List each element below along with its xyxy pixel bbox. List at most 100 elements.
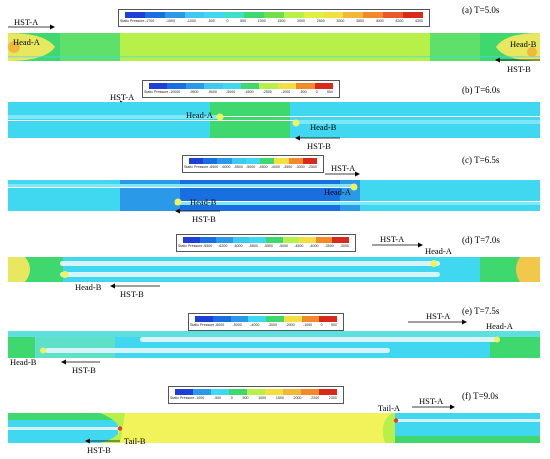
legend-tick-label: 1500 xyxy=(275,396,284,400)
legend-ticks: -6500 -6200 -6000 -5800 -5500 -5000 -4500 -4000… xyxy=(203,244,349,248)
label-head-a: Head-A xyxy=(324,187,351,197)
legend-tick-label: -1000 xyxy=(281,90,291,94)
label-hst-b: HST-B xyxy=(87,445,111,455)
legend-tick-label: 1500 xyxy=(277,19,286,23)
label-hst-a: HST-A xyxy=(110,92,135,102)
legend-tick-label: -1500 xyxy=(165,19,176,23)
domain-b xyxy=(8,100,546,138)
legend-d: Static Pressure -6500 -6200 -6000 -5800 -550… xyxy=(176,234,356,252)
panel-tag: (f) T=9.0s xyxy=(462,391,499,401)
legend-tick-label: -4000 xyxy=(250,323,260,327)
legend-c: Static Pressure -6500 -6000 -5500 -5000 -450… xyxy=(182,155,324,173)
label-hst-a: HST-A xyxy=(426,311,451,321)
legend-a: Static Pressure -1700 -1500 -1000 -500 0 500 1… xyxy=(118,9,430,27)
legend-title: Static Pressure xyxy=(178,244,203,248)
legend-title: Static Pressure xyxy=(190,323,215,327)
panel-tag: (d) T=7.0s xyxy=(462,235,500,245)
legend-tick-label: -1000 xyxy=(195,396,205,400)
legend-tick-label: -3000 xyxy=(267,323,277,327)
legend-tick-label: 500 xyxy=(330,323,337,327)
label-hst-b: HST-B xyxy=(192,214,216,224)
legend-tick-label: 2200 xyxy=(311,396,320,400)
arrow-b-b xyxy=(295,135,340,141)
legend-tick-label: 0 xyxy=(226,19,229,23)
legend-tick-label: -2000 xyxy=(285,323,295,327)
legend-tick-label: -5500 xyxy=(233,165,243,169)
legend-tick-label: 500 xyxy=(326,90,333,94)
legend-tick-label: -6500 xyxy=(203,244,213,248)
legend-tick-label: -4500 xyxy=(258,165,268,169)
panel-a: Static Pressure -1700 -1500 -1000 -500 0 500 1… xyxy=(0,0,550,76)
domain-e xyxy=(8,319,540,358)
legend-tick-label: -5500 xyxy=(263,244,273,248)
domain-a xyxy=(8,24,540,61)
panel-tag: (b) T=6.0s xyxy=(462,85,500,95)
arrow-b-f xyxy=(85,438,120,444)
legend-title: Static Pressure xyxy=(184,165,209,169)
legend-tick-label: 2000 xyxy=(297,19,306,23)
legend-tick-label: 1000 xyxy=(258,396,267,400)
label-hst-a: HST-A xyxy=(380,234,405,244)
legend-tick-label: 0 xyxy=(315,90,318,94)
label-hst-b: HST-B xyxy=(507,64,531,74)
legend-tick-label: 2500 xyxy=(316,19,325,23)
legend-tick-label: -5000 xyxy=(278,244,289,248)
label-tail-a: Tail-A xyxy=(378,403,401,413)
legend-tick-label: -3500 xyxy=(283,165,293,169)
legend-tick-label: -6000 xyxy=(221,165,231,169)
label-hst-a: HST-A xyxy=(14,17,39,27)
legend-tick-label: -1000 xyxy=(302,323,313,327)
legend-b: Static Pressure -10000 -9500 -9000 -5000 -45… xyxy=(142,80,340,98)
legend-f: Static Pressure -1000 -500 0 500 1000 1500 200… xyxy=(168,386,344,404)
panel-d: Static Pressure -6500 -6200 -6000 -5800 -550… xyxy=(0,226,550,302)
legend-tick-label: -6200 xyxy=(218,244,228,248)
legend-tick-label: -2500 xyxy=(262,90,272,94)
label-hst-b: HST-B xyxy=(120,289,144,299)
legend-tick-label: 3500 xyxy=(356,19,365,23)
label-head-b: Head-B xyxy=(10,357,37,367)
panel-tag: (c) T=6.5s xyxy=(462,155,500,165)
legend-tick-label: -500 xyxy=(207,19,215,23)
label-head-a: Head-A xyxy=(486,321,513,331)
domain-f xyxy=(8,404,540,443)
legend-tick-label: -4000 xyxy=(270,165,280,169)
legend-tick-label: -3000 xyxy=(339,244,349,248)
legend-tick-label: -4000 xyxy=(309,244,319,248)
legend-tick-label: -5000 xyxy=(246,165,256,169)
legend-tick-label: -3500 xyxy=(324,244,334,248)
legend-colorbar xyxy=(195,316,337,322)
panel-f: Static Pressure -1000 -500 0 500 1000 1500 200… xyxy=(0,378,550,459)
legend-ticks: -10000 -9500 -9000 -5000 -4500 -2500 -1000 -500… xyxy=(169,90,333,94)
legend-tick-label: -500 xyxy=(213,396,222,400)
legend-tick-label: 4000 xyxy=(375,19,384,23)
arrow-b-d xyxy=(110,283,160,289)
legend-tick-label: 0 xyxy=(230,396,233,400)
legend-tick-label: 2300 xyxy=(328,396,337,400)
legend-tick-label: -6000 xyxy=(233,244,243,248)
label-head-a: Head-A xyxy=(13,37,40,47)
legend-tick-label: -9000 xyxy=(207,90,217,94)
arrow-b-e xyxy=(61,359,100,365)
label-head-b: Head-B xyxy=(310,122,337,132)
panel-e: Static Pressure -6000 -5000 -4000 -3000 -200… xyxy=(0,302,550,378)
arrow-b-a xyxy=(495,57,540,63)
legend-tick-label: -5000 xyxy=(232,323,242,327)
label-hst-b: HST-B xyxy=(72,365,96,375)
label-hst-b: HST-B xyxy=(307,141,331,151)
domain-d xyxy=(8,242,540,282)
legend-tick-label: -1000 xyxy=(186,19,196,23)
legend-tick-label: -4500 xyxy=(294,244,304,248)
label-head-a: Head-A xyxy=(186,110,213,120)
label-tail-b: Tail-B xyxy=(124,436,146,446)
legend-ticks: -1000 -500 0 500 1000 1500 2000 2200 2300 xyxy=(195,396,337,400)
legend-tick-label: 0 xyxy=(320,323,323,327)
legend-title: Static Pressure xyxy=(120,19,145,23)
legend-tick-label: -2500 xyxy=(307,165,317,169)
legend-colorbar xyxy=(125,12,423,18)
panel-tag: (e) T=7.5s xyxy=(462,306,500,316)
label-head-b: Head-B xyxy=(190,197,217,207)
label-head-b: Head-B xyxy=(510,39,537,49)
label-head-a: Head-A xyxy=(425,246,452,256)
legend-colorbar xyxy=(175,389,337,395)
legend-tick-label: -500 xyxy=(299,90,307,94)
